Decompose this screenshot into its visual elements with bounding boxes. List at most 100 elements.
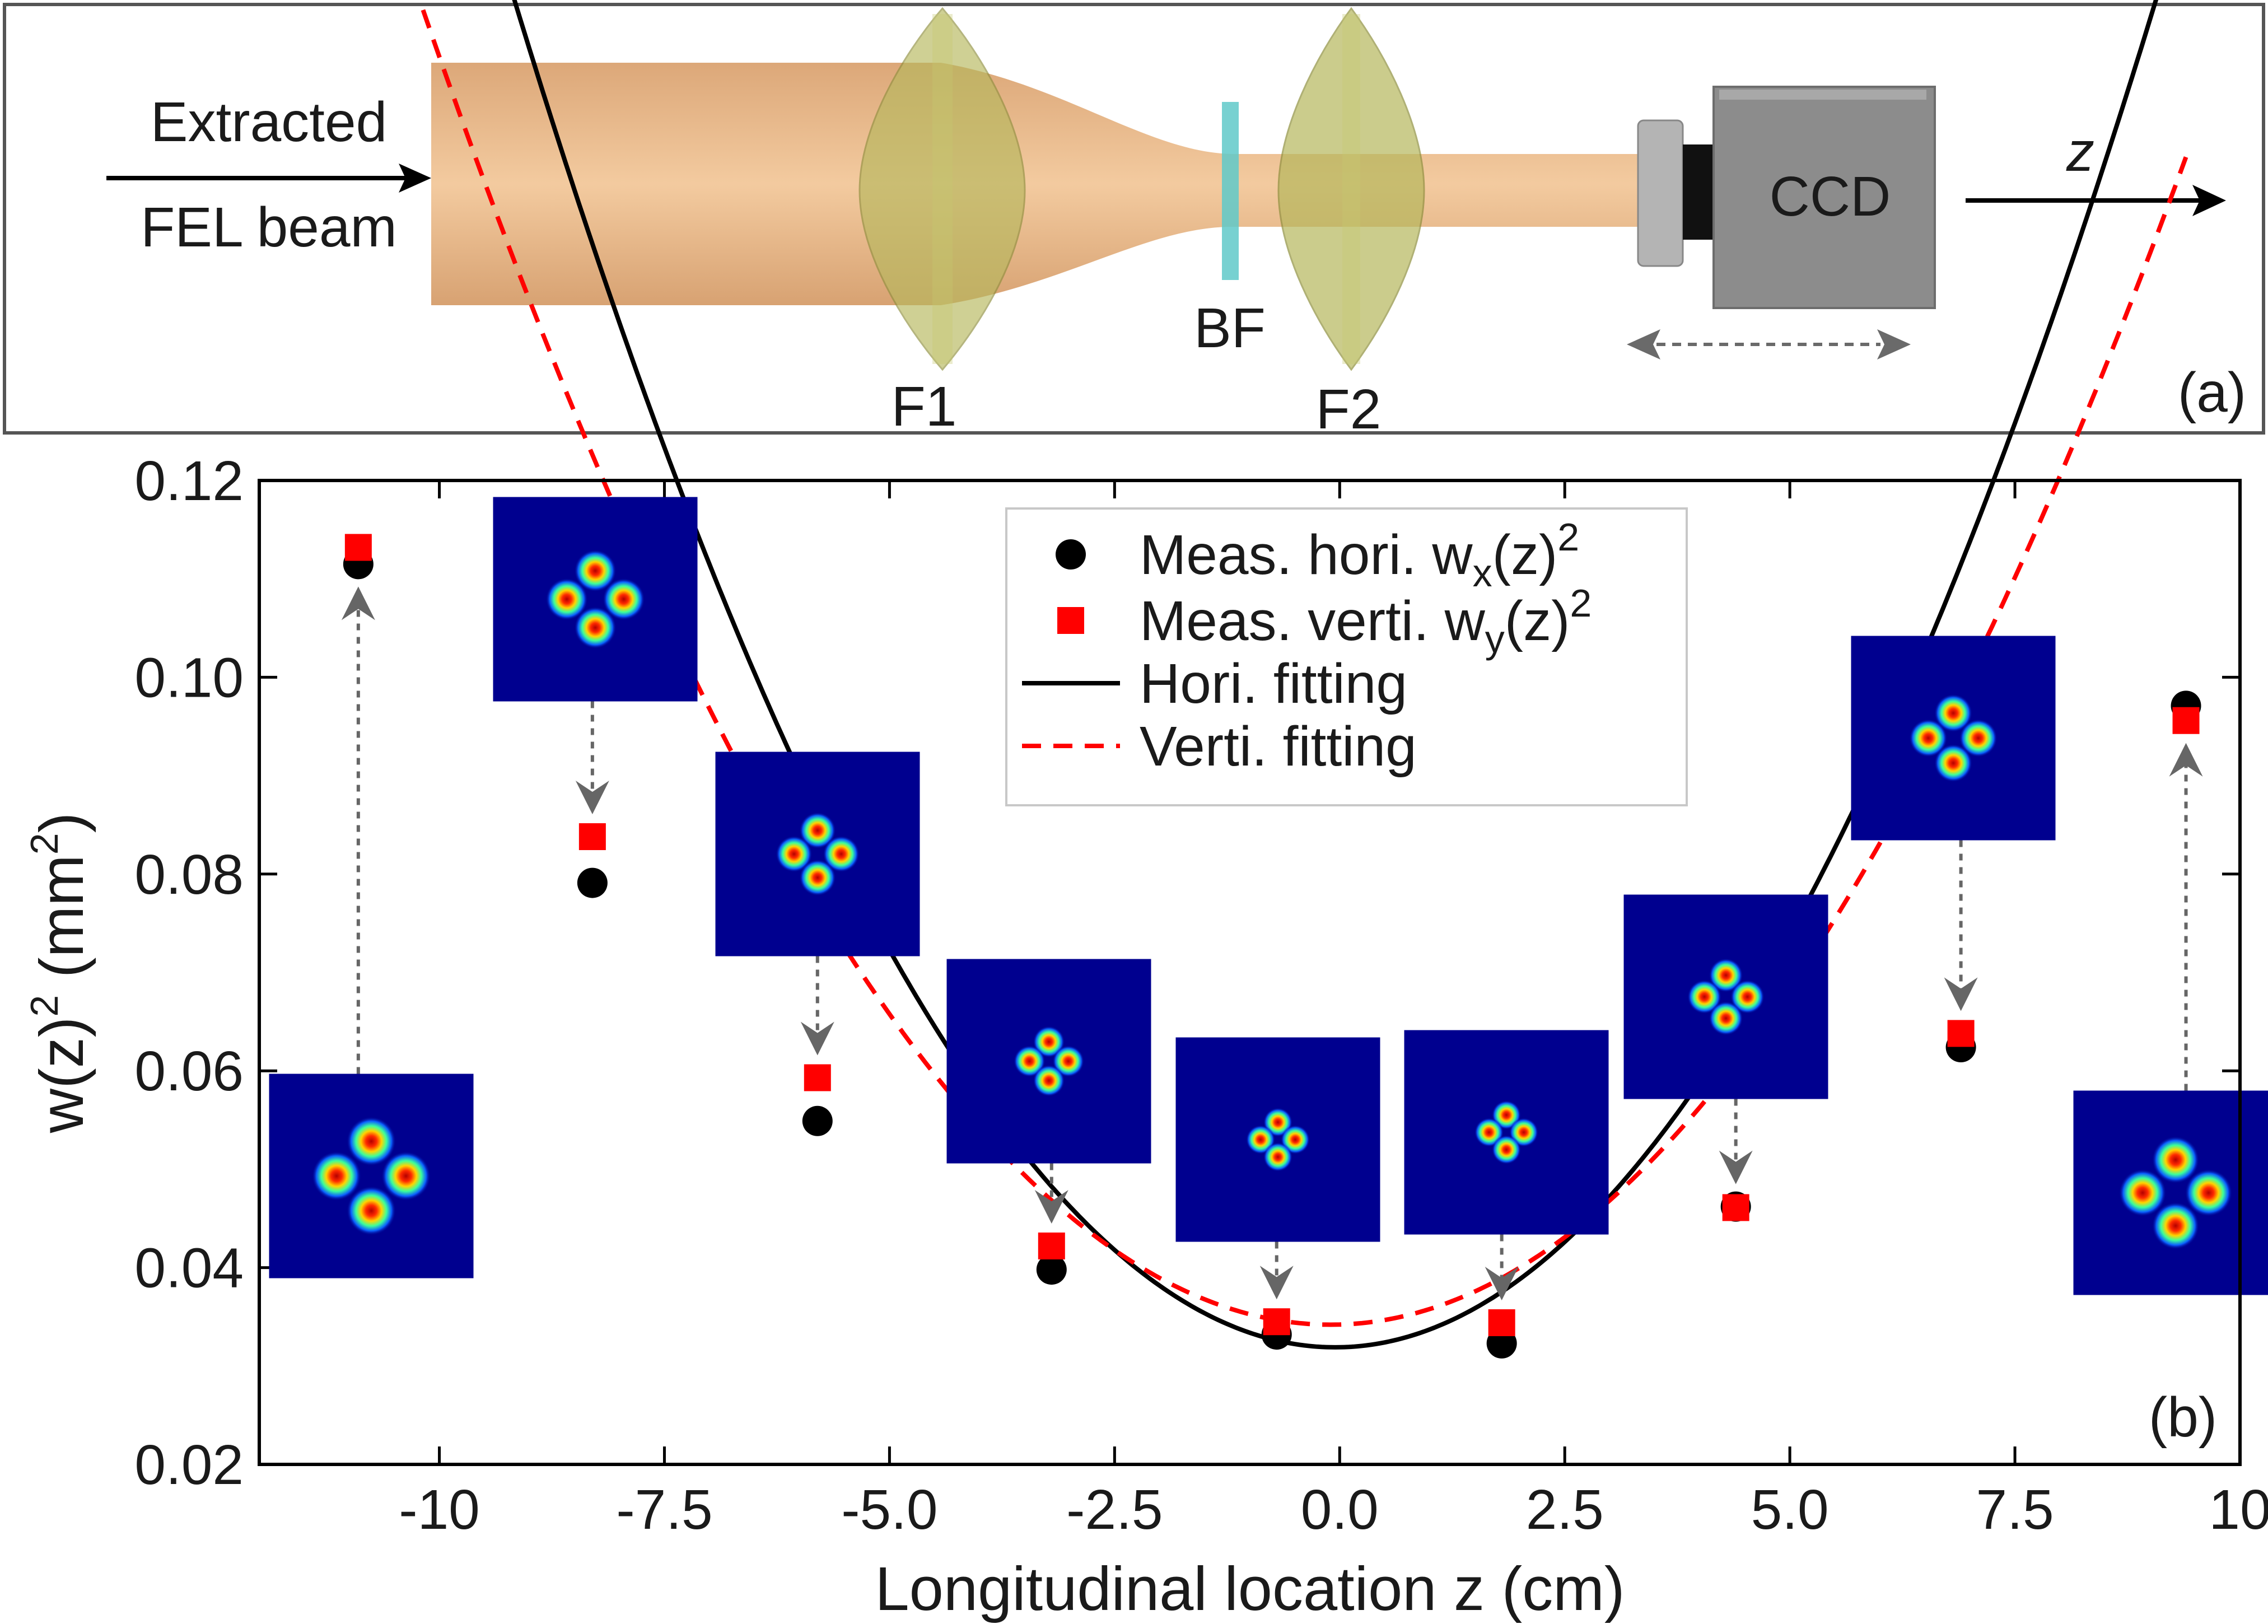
z-axis-label: z [2066, 120, 2094, 183]
profile-lobe [1033, 1065, 1065, 1096]
profile-lobe [1909, 719, 1948, 757]
profile-lobe [2118, 1169, 2167, 1217]
profile-lobe [776, 836, 813, 872]
hori-data-point [577, 867, 608, 898]
lens-f2-label: F2 [1316, 378, 1382, 441]
profile-arrow-head [1944, 977, 1978, 1011]
z-arrow-head [2192, 185, 2226, 216]
source-label-line2: FEL beam [141, 196, 397, 259]
profile-background [715, 752, 920, 956]
x-tick-label: 7.5 [1976, 1478, 2054, 1541]
lens-f2 [1277, 7, 1425, 371]
profile-lobe [1492, 1135, 1521, 1164]
legend-box [1005, 507, 1688, 806]
profile-lobe [1934, 694, 1972, 732]
ccd-label: CCD [1770, 165, 1891, 228]
profile-arrow-head [1034, 1189, 1068, 1224]
translation-arrow-left-head [1627, 329, 1660, 360]
profile-lobe [347, 1117, 396, 1166]
profile-arrow-head [341, 586, 375, 620]
profile-lobe [1052, 1045, 1084, 1077]
panel-b-chart: -10 -7.5 -5.0 -2.5 0.0 2.5 5.0 7.5 10 0.02 0.04 0.0… [22, 0, 2268, 1623]
beam-profile-image [715, 752, 920, 956]
y-tick-label: 0.12 [134, 450, 244, 512]
x-axis-label: Longitudinal location z (cm) [875, 1555, 1625, 1623]
profile-arrow-head [575, 781, 609, 815]
verti-data-point [804, 1064, 831, 1091]
profile-lobe [1959, 719, 1998, 757]
x-tick-label: 10 [2209, 1478, 2268, 1541]
profile-lobe [1263, 1142, 1292, 1172]
profile-lobe [1687, 979, 1721, 1014]
beam-profile-image [493, 497, 698, 702]
verti-data-point [1488, 1309, 1515, 1336]
verti-data-point [1263, 1308, 1290, 1336]
beam-profile-image [2073, 1090, 2268, 1295]
beam-profile-image [1404, 1030, 1609, 1235]
plot-frame [258, 479, 2242, 1466]
profile-lobe [1033, 1026, 1065, 1058]
hori-data-point [802, 1105, 833, 1136]
profile-lobe [603, 578, 645, 620]
verti-data-point [1722, 1194, 1749, 1221]
y-tick-label: 0.02 [134, 1434, 244, 1496]
legend-entry-label: Verti. fitting [1140, 715, 1417, 778]
profile-lobe [2152, 1202, 2200, 1250]
verti-data-point [1038, 1232, 1065, 1259]
verti-data-point [344, 534, 372, 561]
profile-background [1175, 1037, 1380, 1242]
profile-lobe [1934, 744, 1972, 782]
x-tick-label: -2.5 [1066, 1478, 1163, 1541]
profile-lobe [823, 836, 860, 872]
ccd-camera [1637, 86, 1936, 309]
panel-a-label: (a) [2178, 361, 2246, 424]
beam-profile-image [269, 1074, 474, 1278]
profile-lobe [1709, 1001, 1743, 1035]
lens-f1 [858, 7, 1026, 371]
profile-background [1851, 636, 2056, 841]
x-tick-label: 5.0 [1751, 1478, 1829, 1541]
x-tick-label: -5.0 [841, 1478, 937, 1541]
profile-lobe [1709, 958, 1743, 992]
fel-beam [431, 63, 1658, 305]
profile-lobe [312, 1151, 361, 1201]
profile-arrow-head [2169, 743, 2203, 777]
source-label-line1: Extracted [151, 91, 387, 153]
beam-profile-image [1623, 894, 1828, 1099]
bandpass-filter [1222, 102, 1239, 280]
profile-arrow-head [1485, 1266, 1519, 1300]
x-tick-label: 2.5 [1526, 1478, 1604, 1541]
profile-lobe [1014, 1045, 1046, 1077]
x-tick-label: -7.5 [616, 1478, 712, 1541]
verti-data-point [578, 823, 606, 851]
profile-lobe [574, 549, 617, 592]
bandpass-filter-label: BF [1194, 297, 1266, 360]
profile-arrow-head [1719, 1150, 1753, 1184]
legend-verti-marker [1057, 607, 1084, 634]
profile-arrow-head [1259, 1266, 1294, 1300]
panel-b-label: (b) [2149, 1386, 2217, 1449]
verti-data-point [2172, 707, 2200, 734]
profile-lobe [574, 606, 617, 649]
x-tick-label: 0.0 [1301, 1478, 1379, 1541]
legend-entry-label: Meas. hori. wx(z)2 [1140, 515, 1579, 595]
input-arrow-head [399, 164, 431, 193]
profile-arrow-head [800, 1021, 834, 1056]
profile-background [493, 497, 698, 702]
lens-f1-label: F1 [892, 375, 957, 438]
profile-lobe [799, 859, 836, 896]
profile-lobe [1730, 979, 1765, 1014]
profile-lobe [2185, 1169, 2233, 1217]
x-tick-label: -10 [399, 1478, 480, 1541]
legend-entry-label: Hori. fitting [1140, 652, 1407, 715]
profile-background [1623, 894, 1828, 1099]
beam-profile-image [946, 959, 1151, 1164]
beam-profile-image [1175, 1037, 1380, 1242]
hori-data-point [1036, 1254, 1067, 1285]
panel-a-setup: Extracted FEL beam F1 BF F2 CCD [3, 3, 2265, 441]
profile-background [2073, 1090, 2268, 1295]
translation-arrow-right-head [1877, 329, 1911, 360]
beam-profiles [269, 497, 2268, 1300]
y-axis-label: w(z)2 (mm2) [22, 813, 96, 1134]
profile-lobe [381, 1151, 431, 1201]
